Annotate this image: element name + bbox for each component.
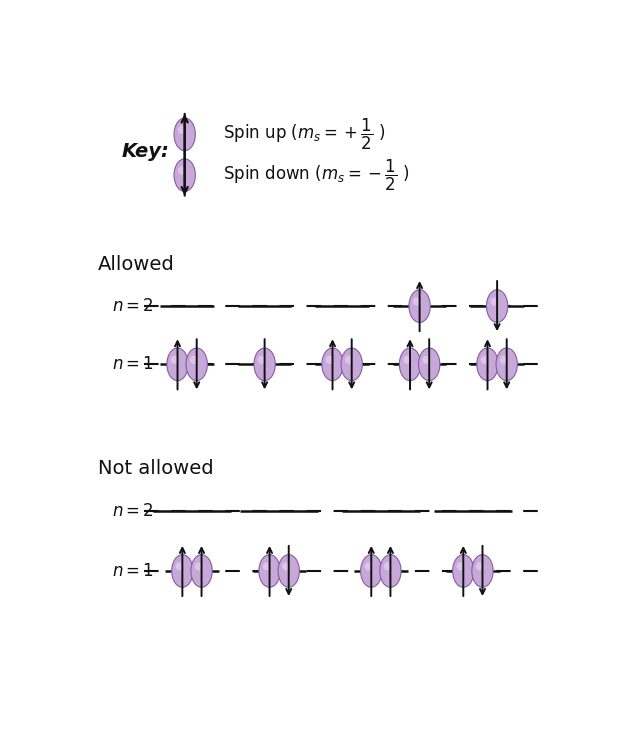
Text: Allowed: Allowed: [98, 255, 174, 274]
Ellipse shape: [172, 555, 193, 587]
Ellipse shape: [174, 118, 196, 150]
Ellipse shape: [413, 297, 421, 305]
Ellipse shape: [259, 555, 280, 587]
Text: $n = 1$: $n = 1$: [112, 562, 154, 580]
Ellipse shape: [364, 562, 372, 571]
Ellipse shape: [500, 355, 508, 364]
Ellipse shape: [254, 348, 275, 380]
Ellipse shape: [476, 562, 483, 571]
Text: Spin up $(m_s = +\dfrac{1}{2}$ ): Spin up $(m_s = +\dfrac{1}{2}$ ): [224, 116, 386, 152]
Text: Key:: Key:: [122, 142, 169, 161]
Ellipse shape: [481, 355, 488, 364]
Ellipse shape: [341, 348, 362, 380]
Ellipse shape: [190, 355, 198, 364]
Ellipse shape: [491, 297, 498, 305]
Ellipse shape: [380, 555, 401, 587]
Ellipse shape: [419, 348, 440, 380]
Text: Not allowed: Not allowed: [98, 459, 213, 478]
Ellipse shape: [178, 166, 186, 175]
Text: $n = 2$: $n = 2$: [112, 297, 154, 315]
Ellipse shape: [345, 355, 352, 364]
Text: $n = 1$: $n = 1$: [112, 355, 154, 373]
Ellipse shape: [282, 562, 289, 571]
Ellipse shape: [496, 348, 518, 380]
Ellipse shape: [278, 555, 299, 587]
Ellipse shape: [361, 555, 382, 587]
Ellipse shape: [191, 555, 213, 587]
Ellipse shape: [178, 125, 186, 134]
Ellipse shape: [399, 348, 421, 380]
Ellipse shape: [422, 355, 430, 364]
Ellipse shape: [486, 290, 508, 322]
Ellipse shape: [167, 348, 188, 380]
Ellipse shape: [403, 355, 411, 364]
Ellipse shape: [457, 562, 464, 571]
Ellipse shape: [176, 562, 183, 571]
Ellipse shape: [326, 355, 333, 364]
Ellipse shape: [384, 562, 391, 571]
Ellipse shape: [472, 555, 493, 587]
Ellipse shape: [409, 290, 430, 322]
Ellipse shape: [171, 355, 178, 364]
Ellipse shape: [263, 562, 270, 571]
Ellipse shape: [452, 555, 474, 587]
Text: $n = 2$: $n = 2$: [112, 502, 154, 520]
Ellipse shape: [322, 348, 343, 380]
Ellipse shape: [174, 159, 196, 191]
Text: Spin down $(m_s = -\dfrac{1}{2}$ ): Spin down $(m_s = -\dfrac{1}{2}$ ): [224, 157, 410, 193]
Ellipse shape: [186, 348, 208, 380]
Ellipse shape: [258, 355, 266, 364]
Ellipse shape: [195, 562, 202, 571]
Ellipse shape: [477, 348, 498, 380]
